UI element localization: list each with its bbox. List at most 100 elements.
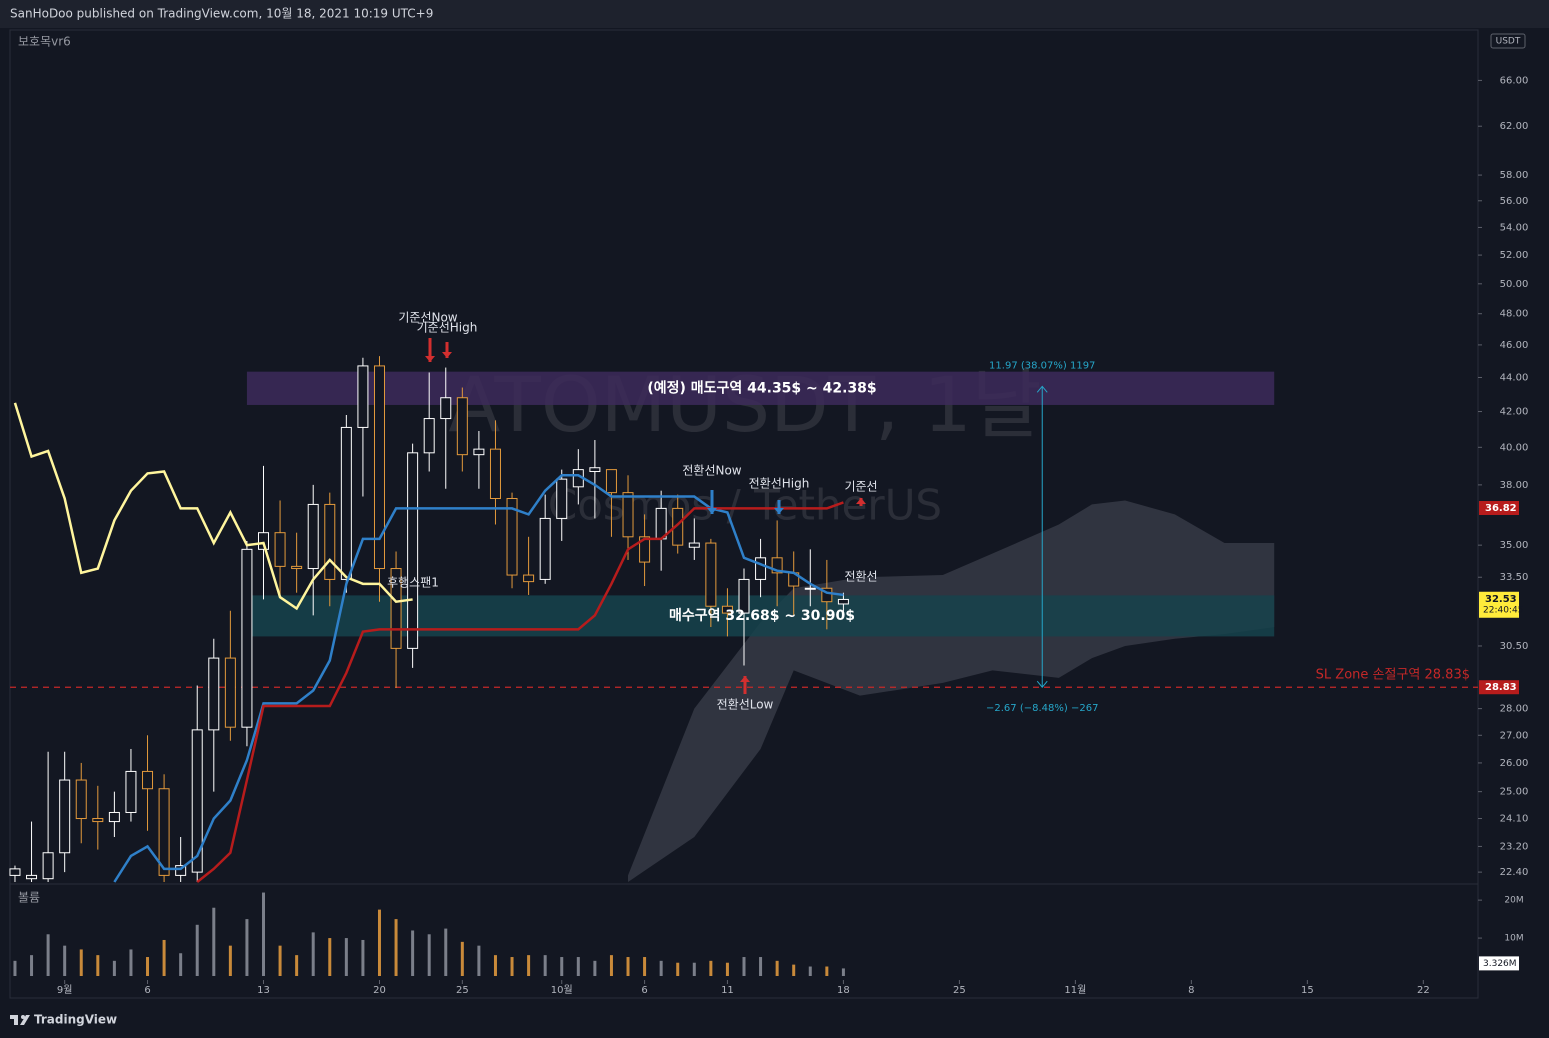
volume-bar bbox=[30, 955, 34, 976]
y-tick-label: 66.00 bbox=[1500, 75, 1529, 86]
candle-body bbox=[224, 657, 236, 728]
x-tick-label: 6 bbox=[641, 985, 647, 996]
y-tick-label: 28.00 bbox=[1500, 704, 1529, 715]
indicator-line bbox=[113, 474, 844, 883]
volume-bar bbox=[659, 960, 663, 976]
price-tag bbox=[1479, 500, 1519, 515]
header-title: SanHoDoo published on TradingView.com, 1… bbox=[10, 7, 433, 21]
y-tick-label: 22.40 bbox=[1500, 867, 1529, 878]
candle-body bbox=[175, 865, 187, 876]
candle-body bbox=[639, 536, 651, 563]
volume-bar bbox=[328, 938, 332, 976]
candle-body bbox=[59, 779, 71, 854]
candle-body bbox=[771, 557, 783, 574]
annotation-arrowhead bbox=[774, 508, 784, 514]
y-tick-label: 26.00 bbox=[1500, 758, 1529, 769]
x-tick-label: 18 bbox=[837, 985, 850, 996]
indicator-name: 보호목vr6 bbox=[18, 35, 71, 49]
volume-bar bbox=[361, 939, 365, 976]
candle-body bbox=[489, 448, 501, 500]
x-tick-label: 11 bbox=[721, 985, 734, 996]
candle-body bbox=[440, 397, 452, 420]
candle-body bbox=[258, 532, 270, 550]
volume-bar bbox=[709, 960, 713, 976]
candle-body bbox=[390, 568, 402, 649]
candle-body bbox=[274, 532, 286, 567]
y-tick-label: 56.00 bbox=[1500, 196, 1529, 207]
volume-bar bbox=[427, 934, 431, 976]
candle-body bbox=[9, 868, 21, 876]
x-tick-label: 11월 bbox=[1064, 984, 1086, 996]
volume-bar bbox=[96, 955, 100, 976]
candle-body bbox=[523, 574, 535, 583]
volume-bar bbox=[593, 960, 597, 976]
x-tick-label: 25 bbox=[953, 985, 966, 996]
currency: USDT bbox=[1496, 37, 1521, 47]
candle-body bbox=[191, 729, 203, 873]
volume-bar bbox=[643, 957, 647, 976]
frame bbox=[9, 29, 1479, 999]
candle-body bbox=[142, 770, 154, 790]
x-tick-label: 9월 bbox=[57, 984, 73, 996]
price-tag-label: 32.53 bbox=[1485, 594, 1517, 605]
candle-body bbox=[158, 788, 170, 876]
y-tick-label: 33.50 bbox=[1500, 572, 1529, 583]
zone-label: 매수구역 32.68$ ~ 30.90$ bbox=[669, 607, 855, 624]
candle-body bbox=[506, 498, 518, 576]
y-tick-label: 58.00 bbox=[1500, 170, 1529, 181]
candle-body bbox=[125, 770, 137, 813]
x-tick-label: 15 bbox=[1301, 985, 1314, 996]
x-tick-label: 20 bbox=[373, 985, 386, 996]
candle-body bbox=[605, 469, 617, 494]
volume-bar bbox=[808, 966, 812, 976]
candle-body bbox=[539, 517, 551, 580]
volume-bar bbox=[576, 957, 580, 976]
candle-body bbox=[42, 852, 54, 880]
volume-bar bbox=[394, 919, 398, 976]
volume-bar bbox=[228, 945, 232, 976]
annotation: 전환선Low bbox=[717, 698, 774, 712]
zone bbox=[246, 371, 1275, 405]
footer-bar bbox=[0, 1004, 1549, 1038]
y-tick-label: 25.00 bbox=[1500, 787, 1529, 798]
candle-body bbox=[108, 811, 120, 823]
x-tick-label: 22 bbox=[1417, 985, 1430, 996]
candle-body bbox=[307, 503, 319, 570]
volume-bar bbox=[792, 964, 796, 976]
y-tick-label: 38.00 bbox=[1500, 480, 1529, 491]
y-tick-label: 52.00 bbox=[1500, 250, 1529, 261]
footer-logo bbox=[10, 1015, 30, 1025]
annotation: 전환선 bbox=[844, 570, 877, 584]
annotation-arrowhead bbox=[856, 498, 866, 504]
candle-body bbox=[755, 557, 767, 580]
volume-bar bbox=[411, 930, 415, 976]
currency-box bbox=[1490, 33, 1526, 49]
y-tick-label: 30.50 bbox=[1500, 641, 1529, 652]
candle-body bbox=[837, 598, 849, 605]
volume-bar bbox=[129, 949, 133, 976]
volume-bar bbox=[278, 945, 282, 976]
indicator-line bbox=[13, 402, 413, 611]
volume-bar bbox=[609, 955, 613, 976]
volume-bar bbox=[841, 968, 845, 976]
volume-bar bbox=[444, 928, 448, 976]
volume-tag-label: 3.326M bbox=[1483, 959, 1517, 969]
candle-body bbox=[423, 418, 435, 454]
y-tick-label: 40.00 bbox=[1500, 442, 1529, 453]
volume-bar bbox=[493, 955, 497, 976]
volume-bar bbox=[146, 957, 150, 976]
volume-bar bbox=[262, 892, 266, 976]
volume-bar bbox=[527, 955, 531, 976]
candle-body bbox=[804, 587, 816, 590]
volume-bar bbox=[344, 938, 348, 976]
annotation: 기준선High bbox=[417, 321, 478, 335]
price-tag-label: 36.82 bbox=[1485, 503, 1517, 514]
candle-body bbox=[407, 452, 419, 649]
candle-body bbox=[821, 587, 833, 603]
y-tick-label: 62.00 bbox=[1500, 121, 1529, 132]
volume-bar bbox=[46, 934, 50, 976]
volume-bar bbox=[759, 957, 763, 976]
volume-bar bbox=[560, 957, 564, 976]
y-tick-label: 46.00 bbox=[1500, 340, 1529, 351]
